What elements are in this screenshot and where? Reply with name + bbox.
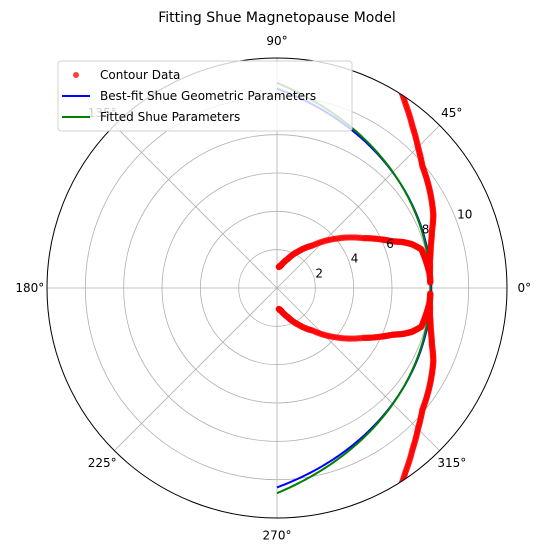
series-line-2	[276, 81, 432, 495]
angle-tick-label: 90°	[266, 34, 287, 48]
scatter-point	[389, 71, 396, 79]
scatter-point	[387, 500, 395, 507]
scatter-point	[388, 498, 396, 506]
angular-gridline-225	[114, 287, 278, 451]
scatter-point	[391, 75, 399, 82]
angle-tick-label: 270°	[263, 528, 292, 542]
scatter-point	[390, 496, 397, 504]
angular-gridline-135	[114, 125, 278, 289]
scatter-point	[388, 70, 396, 78]
angular-gridline-315	[276, 287, 440, 451]
scatter-point	[392, 76, 400, 83]
radial-tick-label: 10	[457, 208, 472, 222]
scatter-point	[394, 489, 402, 497]
scatter-point	[389, 497, 396, 505]
scatter-branch-1	[275, 234, 433, 278]
angle-tick-label: 180°	[15, 281, 44, 295]
angle-tick-label: 225°	[88, 456, 117, 470]
legend-label: Fitted Shue Parameters	[100, 110, 240, 124]
scatter-branch-3	[275, 298, 433, 342]
scatter-point	[391, 73, 398, 81]
scatter-point	[386, 67, 393, 74]
legend-item: Fitted Shue Parameters	[62, 110, 240, 124]
scatter-point	[391, 494, 399, 501]
plot-frame	[46, 57, 508, 519]
scatter-point	[386, 502, 393, 509]
scatter-point	[385, 66, 392, 73]
data-layer	[275, 66, 437, 510]
radial-tick-labels: 2 4 6 8 10	[315, 208, 472, 281]
legend-item: Contour Data	[73, 68, 180, 82]
radial-tick-label: 4	[351, 252, 359, 266]
legend-label: Best-fit Shue Geometric Parameters	[100, 89, 316, 103]
scatter-point	[392, 493, 400, 500]
angle-tick-label: 0°	[517, 281, 531, 295]
angular-gridline-45	[276, 125, 440, 289]
angle-tick-label: 45°	[441, 106, 462, 120]
legend-box	[57, 60, 353, 132]
scatter-point	[275, 263, 283, 271]
scatter-point	[387, 69, 395, 76]
legend-label: Contour Data	[100, 68, 180, 82]
scatter-point	[390, 72, 397, 80]
scatter-point	[396, 84, 403, 91]
legend-marker	[73, 72, 79, 78]
legend-item: Best-fit Shue Geometric Parameters	[62, 89, 316, 103]
legend: Contour Data Best-fit Shue Geometric Para…	[57, 60, 353, 132]
scatter-point	[275, 305, 283, 313]
scatter-point	[385, 503, 392, 510]
angle-tick-labels: 0°45°90°135°180°225°270°315°	[15, 34, 531, 542]
scatter-point	[393, 492, 400, 499]
scatter-point	[386, 68, 394, 75]
radial-tick-label: 8	[422, 222, 430, 236]
radial-tick-label: 6	[386, 237, 394, 251]
chart-title: Fitting Shue Magnetopause Model	[158, 10, 396, 26]
scatter-point	[395, 487, 403, 494]
scatter-point	[394, 79, 402, 87]
scatter-point	[395, 82, 403, 89]
radial-tick-label: 2	[315, 266, 323, 280]
angle-tick-label: 315°	[437, 456, 466, 470]
scatter-point	[386, 501, 394, 508]
scatter-point	[393, 77, 400, 84]
scatter-point	[396, 485, 403, 492]
scatter-point	[391, 495, 398, 503]
